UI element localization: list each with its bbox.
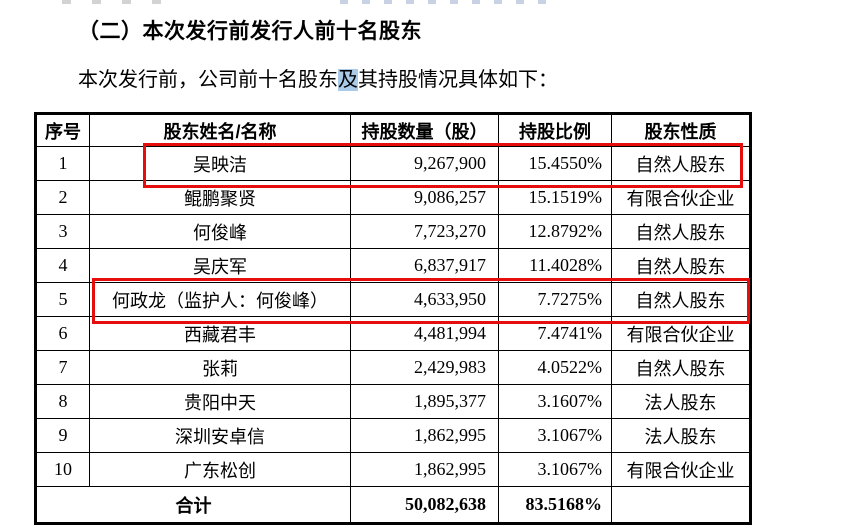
- shareholder-name: 吴映洁: [89, 146, 351, 181]
- table-row: 3 何俊峰 7,723,270 12.8792% 自然人股东: [35, 214, 751, 249]
- shareholder-name: 西藏君丰: [89, 316, 351, 351]
- shares-ratio: 3.1067%: [498, 418, 612, 453]
- shares-ratio: 15.4550%: [498, 146, 612, 181]
- row-index: 5: [35, 282, 90, 317]
- section-heading: （二）本次发行前发行人前十名股东: [78, 20, 422, 43]
- table-row: 2 鲲鹏聚贤 9,086,257 15.1519% 有限合伙企业: [35, 180, 751, 215]
- shareholder-name: 贵阳中天: [89, 384, 351, 419]
- shareholder-name: 张莉: [89, 350, 351, 385]
- table-row: 7 张莉 2,429,983 4.0522% 自然人股东: [35, 350, 751, 385]
- col-header-ratio: 持股比例: [498, 113, 612, 147]
- clipped-text-fragments-left: [62, 0, 182, 4]
- total-row: 合计 50,082,638 83.5168%: [35, 486, 751, 524]
- shareholder-nature: 自然人股东: [611, 248, 751, 283]
- shares-ratio: 7.4741%: [498, 316, 612, 351]
- shares-count: 2,429,983: [350, 350, 499, 385]
- shareholder-name: 何俊峰: [89, 214, 351, 249]
- table-row: 8 贵阳中天 1,895,377 3.1607% 法人股东: [35, 384, 751, 419]
- shareholder-nature: 法人股东: [611, 384, 751, 419]
- table-header-row: 序号 股东姓名/名称 持股数量（股） 持股比例 股东性质: [35, 113, 751, 147]
- row-index: 4: [35, 248, 90, 283]
- shareholder-nature: 法人股东: [611, 418, 751, 453]
- shareholder-nature: 有限合伙企业: [611, 316, 751, 351]
- shareholder-name: 鲲鹏聚贤: [89, 180, 351, 215]
- total-nature: [611, 486, 751, 524]
- table-row: 10 广东松创 1,862,995 3.1067% 有限合伙企业: [35, 452, 751, 487]
- row-index: 8: [35, 384, 90, 419]
- shares-count: 4,633,950: [350, 282, 499, 317]
- shareholder-nature: 自然人股东: [611, 146, 751, 181]
- table-row: 9 深圳安卓信 1,862,995 3.1067% 法人股东: [35, 418, 751, 453]
- total-label: 合计: [35, 486, 351, 524]
- shares-count: 1,895,377: [350, 384, 499, 419]
- shareholder-name: 吴庆军: [89, 248, 351, 283]
- row-index: 6: [35, 316, 90, 351]
- col-header-shares: 持股数量（股）: [350, 113, 499, 147]
- shareholder-nature: 自然人股东: [611, 214, 751, 249]
- total-shares: 50,082,638: [350, 486, 499, 524]
- table-row: 4 吴庆军 6,837,917 11.4028% 自然人股东: [35, 248, 751, 283]
- shares-ratio: 3.1607%: [498, 384, 612, 419]
- row-index: 3: [35, 214, 90, 249]
- intro-paragraph: 本次发行前，公司前十名股东及其持股情况具体如下：: [78, 63, 558, 92]
- shareholder-name: 何政龙（监护人：何俊峰）: [89, 282, 351, 317]
- col-header-index: 序号: [35, 113, 90, 147]
- table-row: 6 西藏君丰 4,481,994 7.4741% 有限合伙企业: [35, 316, 751, 351]
- row-index: 9: [35, 418, 90, 453]
- shares-ratio: 7.7275%: [498, 282, 612, 317]
- text-selection-highlight: 及: [338, 69, 358, 91]
- shares-ratio: 11.4028%: [498, 248, 612, 283]
- shares-ratio: 4.0522%: [498, 350, 612, 385]
- shareholder-name: 广东松创: [89, 452, 351, 487]
- table-body: 1 吴映洁 9,267,900 15.4550% 自然人股东 2 鲲鹏聚贤 9,086,257…: [35, 146, 751, 487]
- shareholder-table: 序号 股东姓名/名称 持股数量（股） 持股比例 股东性质 1 吴映洁 9,267,9…: [34, 112, 752, 525]
- shareholder-nature: 有限合伙企业: [611, 180, 751, 215]
- clipped-text-fragments-right: [340, 0, 555, 4]
- shares-count: 9,267,900: [350, 146, 499, 181]
- row-index: 2: [35, 180, 90, 215]
- table-row: 1 吴映洁 9,267,900 15.4550% 自然人股东: [35, 146, 751, 181]
- shares-ratio: 15.1519%: [498, 180, 612, 215]
- shares-ratio: 3.1067%: [498, 452, 612, 487]
- row-index: 7: [35, 350, 90, 385]
- shares-ratio: 12.8792%: [498, 214, 612, 249]
- col-header-nature: 股东性质: [611, 113, 751, 147]
- shares-count: 1,862,995: [350, 452, 499, 487]
- shares-count: 9,086,257: [350, 180, 499, 215]
- row-index: 10: [35, 452, 90, 487]
- shareholder-nature: 自然人股东: [611, 282, 751, 317]
- intro-text-after: 其持股情况具体如下：: [358, 69, 558, 91]
- col-header-name: 股东姓名/名称: [89, 113, 351, 147]
- table-row: 5 何政龙（监护人：何俊峰） 4,633,950 7.7275% 自然人股东: [35, 282, 751, 317]
- shares-count: 7,723,270: [350, 214, 499, 249]
- shares-count: 6,837,917: [350, 248, 499, 283]
- shares-count: 4,481,994: [350, 316, 499, 351]
- shareholder-table-container: 序号 股东姓名/名称 持股数量（股） 持股比例 股东性质 1 吴映洁 9,267,9…: [34, 112, 752, 527]
- total-ratio: 83.5168%: [498, 486, 612, 524]
- row-index: 1: [35, 146, 90, 181]
- shareholder-nature: 自然人股东: [611, 350, 751, 385]
- shareholder-name: 深圳安卓信: [89, 418, 351, 453]
- shareholder-nature: 有限合伙企业: [611, 452, 751, 487]
- intro-text-before: 本次发行前，公司前十名股东: [78, 69, 338, 91]
- shares-count: 1,862,995: [350, 418, 499, 453]
